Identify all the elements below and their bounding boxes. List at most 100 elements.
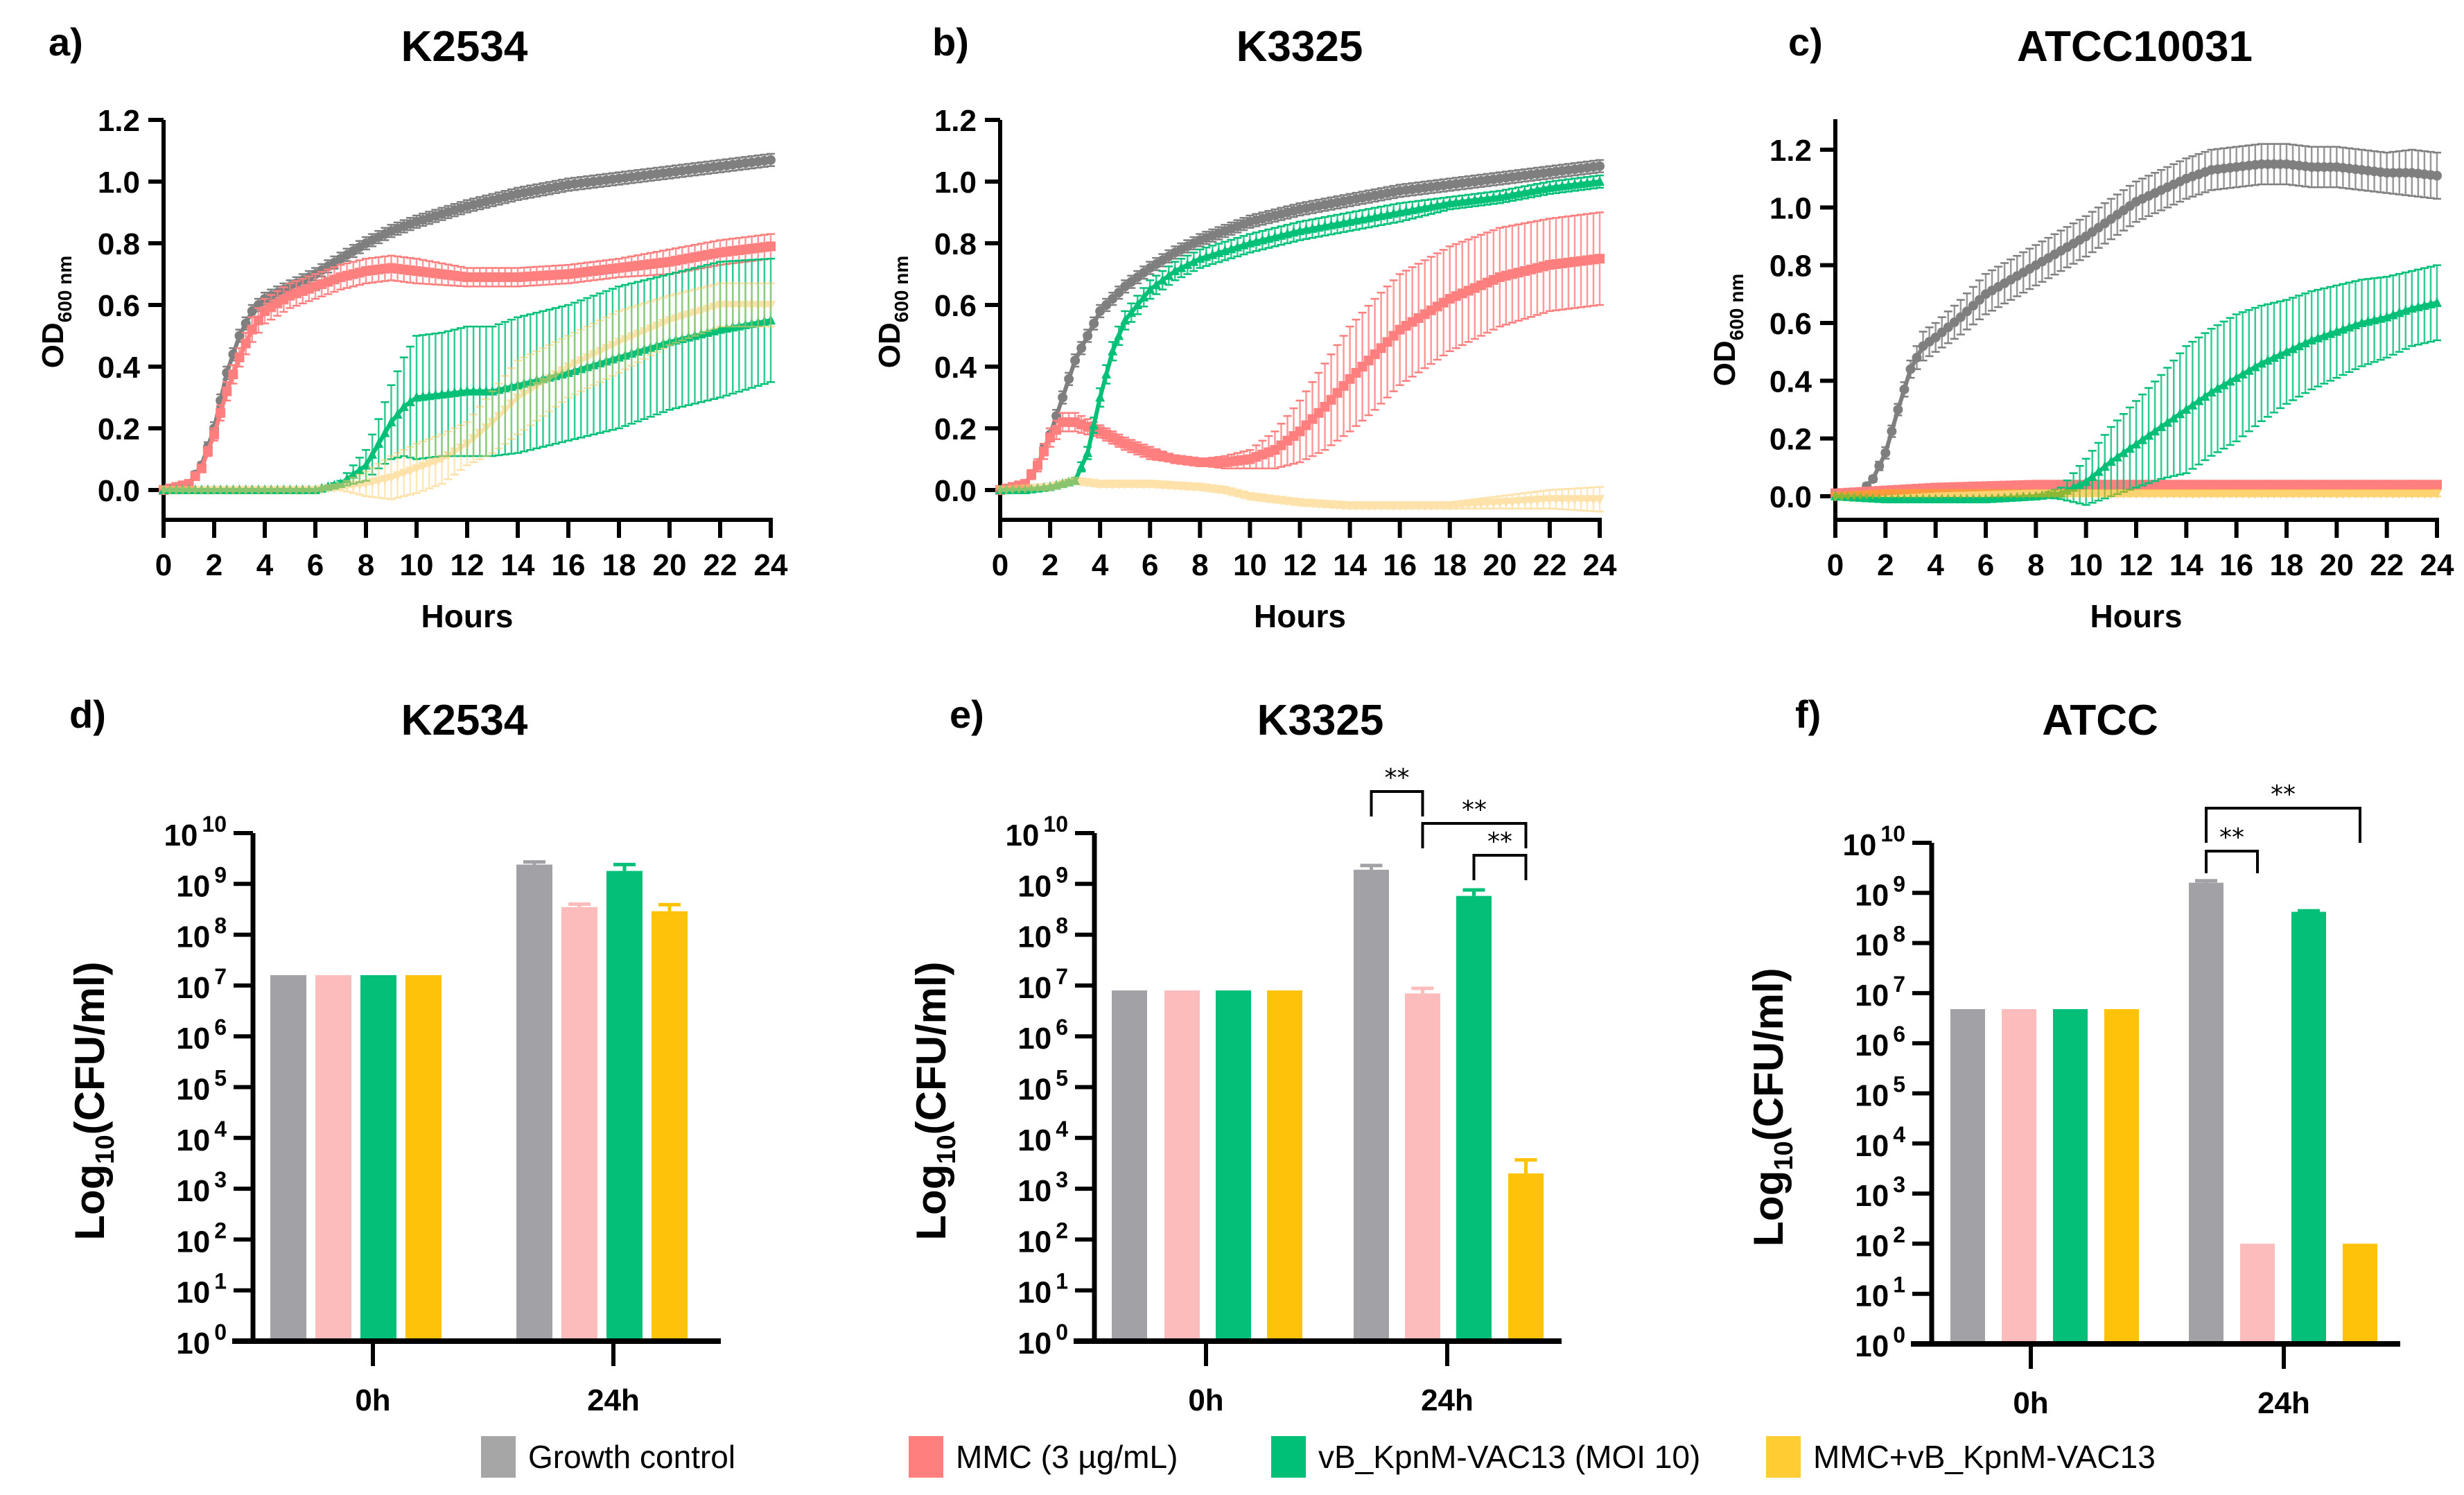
data-point bbox=[1058, 480, 1068, 490]
tick-exponent: 8 bbox=[1056, 913, 1068, 938]
data-point bbox=[1961, 489, 1972, 499]
chart-title: ATCC10031 bbox=[2017, 23, 2253, 71]
y-tick-label: 10 8 bbox=[1855, 922, 1905, 963]
tick-exponent: 5 bbox=[1893, 1072, 1905, 1097]
x-tick-label: 20 bbox=[1483, 548, 1517, 582]
data-point bbox=[2099, 461, 2110, 471]
x-tick-label: 4 bbox=[1092, 548, 1109, 582]
data-point bbox=[2124, 489, 2135, 499]
data-point bbox=[1557, 495, 1567, 505]
data-point bbox=[2344, 489, 2354, 499]
tick-exponent: 9 bbox=[1893, 871, 1905, 896]
y-tick-label: 10 6 bbox=[1017, 1015, 1068, 1056]
data-point bbox=[1108, 480, 1118, 490]
data-point bbox=[1114, 330, 1124, 340]
legend-swatch bbox=[909, 1436, 943, 1478]
tick-exponent: 0 bbox=[1893, 1322, 1905, 1347]
data-point bbox=[2206, 387, 2217, 396]
data-point bbox=[2307, 489, 2317, 499]
data-point bbox=[1101, 480, 1112, 490]
significance-bracket: ** bbox=[1472, 828, 1528, 880]
data-point bbox=[1943, 489, 1953, 499]
bar bbox=[270, 974, 306, 1341]
data-point bbox=[241, 486, 251, 496]
x-tick-label: 2 bbox=[1877, 548, 1894, 582]
data-point bbox=[563, 362, 573, 372]
data-point bbox=[1126, 307, 1137, 317]
tick-exponent: 0 bbox=[1056, 1320, 1068, 1345]
data-point bbox=[2043, 489, 2054, 499]
data-point bbox=[2106, 489, 2116, 499]
series-0 bbox=[159, 152, 776, 495]
bracket-line bbox=[1370, 790, 1424, 816]
data-point bbox=[297, 486, 308, 496]
data-point bbox=[392, 471, 403, 481]
y-tick-label: 10 0 bbox=[1017, 1320, 1068, 1361]
y-tick-label: 10 6 bbox=[176, 1015, 227, 1056]
data-point bbox=[1837, 491, 1847, 502]
significance-bracket: ** bbox=[1370, 764, 1424, 816]
y-tick-label: 1.2 bbox=[98, 104, 140, 138]
tick-base: 10 bbox=[1855, 1029, 1889, 1063]
data-point bbox=[1849, 491, 1860, 501]
data-point bbox=[481, 423, 491, 433]
data-point bbox=[1974, 489, 1984, 499]
data-point bbox=[677, 312, 688, 322]
bar bbox=[652, 911, 688, 1341]
x-tick-label: 4 bbox=[256, 548, 274, 582]
data-point bbox=[2269, 352, 2279, 362]
tick-exponent: 4 bbox=[1056, 1117, 1068, 1142]
series-0 bbox=[995, 159, 1605, 495]
data-point bbox=[2012, 489, 2022, 499]
bar bbox=[1164, 990, 1200, 1341]
data-point bbox=[722, 301, 732, 311]
data-point bbox=[766, 155, 776, 165]
data-point bbox=[386, 473, 396, 484]
data-point bbox=[2300, 338, 2311, 348]
x-tick-label: 24 bbox=[2420, 548, 2454, 582]
data-point bbox=[1083, 447, 1093, 457]
data-point bbox=[1569, 495, 1580, 505]
y-tick-label: 10 7 bbox=[176, 964, 227, 1005]
tick-base: 10 bbox=[1855, 1329, 1889, 1363]
tick-base: 10 bbox=[1855, 1179, 1889, 1213]
bar bbox=[1508, 1173, 1544, 1341]
tick-exponent: 10 bbox=[1880, 821, 1905, 846]
bracket-line bbox=[2205, 807, 2361, 843]
x-tick-label: 18 bbox=[602, 548, 636, 582]
significance-label: ** bbox=[1385, 764, 1410, 792]
data-point bbox=[317, 484, 327, 495]
data-point bbox=[1108, 294, 1118, 304]
tick-exponent: 8 bbox=[214, 913, 227, 938]
data-point bbox=[1974, 295, 1984, 305]
data-point bbox=[1924, 489, 1934, 499]
data-point bbox=[1089, 419, 1099, 430]
data-point bbox=[2106, 456, 2116, 466]
data-point bbox=[1968, 489, 1978, 499]
legend-label: MMC+vB_KpnM-VAC13 bbox=[1813, 1439, 2156, 1475]
data-point bbox=[493, 412, 504, 422]
data-point bbox=[165, 486, 175, 496]
tick-exponent: 7 bbox=[1893, 972, 1905, 997]
x-tick-label: 12 bbox=[1283, 548, 1317, 582]
data-point bbox=[1930, 489, 1941, 499]
data-point bbox=[2262, 355, 2273, 365]
panel-letter: a) bbox=[49, 20, 83, 64]
x-tick-label: 22 bbox=[2370, 548, 2404, 582]
data-point bbox=[216, 486, 226, 496]
y-axis-title-main: Log bbox=[1745, 1171, 1792, 1247]
data-point bbox=[2294, 489, 2305, 499]
bar bbox=[1216, 990, 1251, 1341]
data-point bbox=[2031, 489, 2041, 499]
y-axis-title: OD600 nm bbox=[873, 256, 912, 369]
data-point bbox=[1101, 300, 1112, 310]
data-point bbox=[1120, 480, 1130, 490]
legend-swatch bbox=[1766, 1436, 1801, 1478]
data-point bbox=[2200, 489, 2210, 499]
data-point bbox=[2262, 489, 2273, 499]
data-point bbox=[1912, 353, 1922, 362]
data-point bbox=[1026, 469, 1037, 480]
data-point bbox=[487, 418, 498, 428]
data-point bbox=[247, 486, 257, 496]
tick-base: 10 bbox=[176, 971, 210, 1005]
